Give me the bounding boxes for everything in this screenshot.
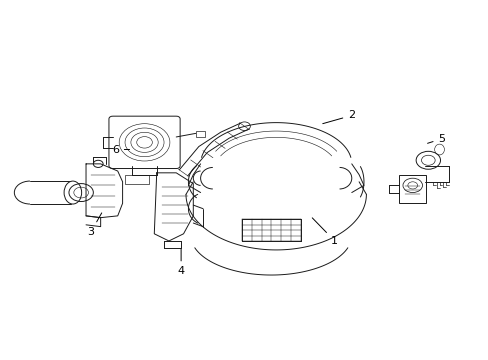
Text: 1: 1 [312,218,338,246]
Text: 3: 3 [87,213,102,237]
Ellipse shape [64,181,81,204]
Text: 6: 6 [112,144,129,154]
Text: 2: 2 [322,111,355,123]
Text: 4: 4 [177,249,184,276]
Text: 5: 5 [427,134,445,144]
